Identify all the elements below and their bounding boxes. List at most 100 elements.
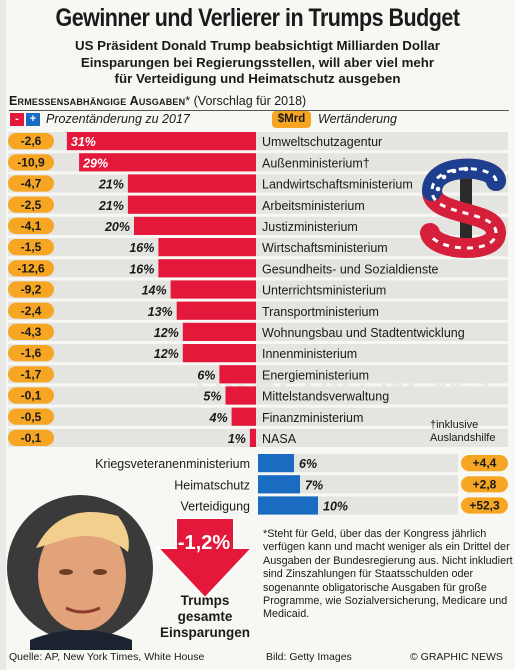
agency-name: Innenministerium <box>262 347 357 361</box>
row-band <box>8 407 508 426</box>
value-label: -4,1 <box>21 219 42 233</box>
percent-label: 10% <box>323 500 348 514</box>
agency-name: Landwirtschaftsministerium <box>262 178 413 192</box>
value-legend: Wertänderung <box>318 112 397 126</box>
value-pill: -4,3 <box>8 323 54 340</box>
value-label: -4,7 <box>21 177 42 191</box>
row-band <box>8 386 508 405</box>
value-pill-shape <box>8 387 54 404</box>
value-label: -2,4 <box>21 304 42 318</box>
value-pill-shape <box>8 175 54 192</box>
agency-name: NASA <box>262 432 297 446</box>
value-pill-shape <box>8 429 54 446</box>
agency-name: Wirtschaftsministerium <box>262 241 388 255</box>
loser-bar <box>79 153 256 172</box>
agency-name: Wohnungsbau und Stadtentwicklung <box>262 326 465 340</box>
value-pill: -1,6 <box>8 345 54 362</box>
value-label: -1,5 <box>21 240 42 254</box>
percent-label: 12% <box>154 326 179 340</box>
value-pill: -2,4 <box>8 302 54 319</box>
value-pill-shape <box>8 260 54 277</box>
row-band <box>8 280 508 299</box>
total-savings-value: -1,2% <box>177 532 231 554</box>
value-pill: -2,5 <box>8 196 54 213</box>
row-band <box>8 301 508 320</box>
value-pill-shape <box>8 154 54 171</box>
percent-label: 7% <box>305 478 323 492</box>
value-pill: -0,5 <box>8 408 54 425</box>
total-label-line: gesamte <box>177 609 233 624</box>
percent-label: 13% <box>148 305 173 319</box>
loser-bar <box>231 407 256 426</box>
value-pill-shape <box>8 408 54 425</box>
agency-name: Mittelstandsverwaltung <box>262 390 389 404</box>
value-label: -10,9 <box>17 155 45 169</box>
agency-name: Verteidigung <box>180 500 250 514</box>
agency-name: Heimatschutz <box>174 478 250 492</box>
agency-name: Justizministerium <box>262 220 358 234</box>
percent-label: 14% <box>142 284 167 298</box>
percent-label: 31% <box>71 135 96 149</box>
value-pill-shape <box>461 497 508 514</box>
value-pill: -0,1 <box>8 429 54 446</box>
section-heading-caps: Ermessensabhängige Ausgaben <box>9 94 186 108</box>
row-band <box>8 216 508 235</box>
loser-bar <box>66 132 257 151</box>
percent-label: 6% <box>197 368 215 382</box>
value-pill: -1,5 <box>8 239 54 256</box>
loser-bar <box>182 322 256 341</box>
winner-row: 6% Kriegsveteranenministerium +4,4 <box>95 454 508 473</box>
section-rule <box>9 110 509 111</box>
row-band <box>8 344 508 363</box>
loser-row: -2,4 13% Transportministerium <box>8 301 508 320</box>
total-arrow <box>155 517 255 600</box>
value-pill: +4,4 <box>461 455 508 472</box>
loser-bar <box>127 174 257 193</box>
loser-bar <box>158 238 256 257</box>
percent-label: 4% <box>209 411 228 425</box>
loser-bar <box>182 344 256 363</box>
value-pill: -9,2 <box>8 281 54 298</box>
value-pill: -2,6 <box>8 133 54 150</box>
loser-row: -1,7 6% Energieministerium <box>8 365 508 384</box>
chart-subtitle: US Präsident Donald Trump beabsichtigt M… <box>0 38 515 88</box>
value-pill: -10,9 <box>8 154 54 171</box>
copyright: © GRAPHIC NEWS <box>410 651 503 663</box>
winner-row: 10% Verteidigung +52,3 <box>180 496 508 515</box>
percent-label: 20% <box>104 220 130 234</box>
value-label: -12,6 <box>17 261 45 275</box>
dagger-note: †inklusive Auslandshilfe <box>430 419 495 445</box>
chart-title: Gewinner und Verlierer in Trumps Budget <box>55 4 460 32</box>
value-label: -0,5 <box>21 410 42 424</box>
winner-bar <box>258 475 300 494</box>
section-heading-suffix: * (Vorschlag für 2018) <box>185 94 307 108</box>
value-pill-shape <box>8 196 54 213</box>
dollar-flag-icon <box>420 158 507 259</box>
winner-rows: 6% Kriegsveteranenministerium +4,4 7% Heimat… <box>95 454 508 515</box>
value-pill-shape <box>8 281 54 298</box>
percent-label: 21% <box>98 199 124 213</box>
loser-row: -2,5 21% Arbeitsministerium <box>8 195 508 214</box>
winner-bar <box>258 454 294 473</box>
loser-row: -0,1 5% Mittelstandsverwaltung <box>8 386 508 405</box>
total-label-line: Trumps <box>180 593 230 608</box>
agency-name: Finanzministerium <box>262 411 363 425</box>
row-band <box>8 428 508 447</box>
agency-name: Arbeitsministerium <box>262 199 365 213</box>
subtitle-line: US Präsident Donald Trump beabsichtigt M… <box>75 38 440 53</box>
value-label: -1,6 <box>21 346 42 360</box>
value-pill: +52,3 <box>461 497 508 514</box>
value-label: -0,1 <box>21 431 42 445</box>
value-pill: -0,1 <box>8 387 54 404</box>
loser-row: -1,5 16% Wirtschaftsministerium <box>8 238 508 257</box>
value-pill-shape <box>8 345 54 362</box>
winner-bar <box>258 496 318 515</box>
value-pill: +2,8 <box>461 476 508 493</box>
loser-bar <box>158 259 256 278</box>
dagger-note-line: Auslandshilfe <box>430 432 496 444</box>
plus-badge: + <box>26 113 40 126</box>
subtitle-line: für Verteidigung und Heimatschutz ausgeb… <box>114 71 401 86</box>
percent-label: 16% <box>129 262 154 276</box>
total-savings-label: Trumps gesamte Einsparungen <box>150 593 260 641</box>
